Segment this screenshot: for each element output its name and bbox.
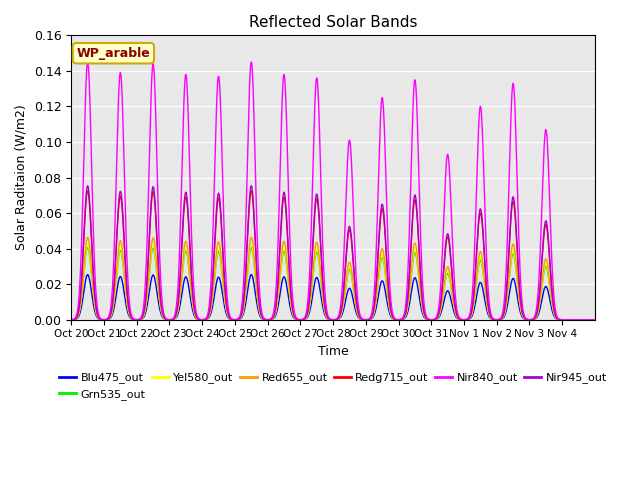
Y-axis label: Solar Raditaion (W/m2): Solar Raditaion (W/m2) [15, 105, 28, 251]
Title: Reflected Solar Bands: Reflected Solar Bands [249, 15, 417, 30]
Text: WP_arable: WP_arable [77, 47, 150, 60]
X-axis label: Time: Time [317, 345, 348, 358]
Legend: Blu475_out, Grn535_out, Yel580_out, Red655_out, Redg715_out, Nir840_out, Nir945_: Blu475_out, Grn535_out, Yel580_out, Red6… [55, 368, 611, 404]
